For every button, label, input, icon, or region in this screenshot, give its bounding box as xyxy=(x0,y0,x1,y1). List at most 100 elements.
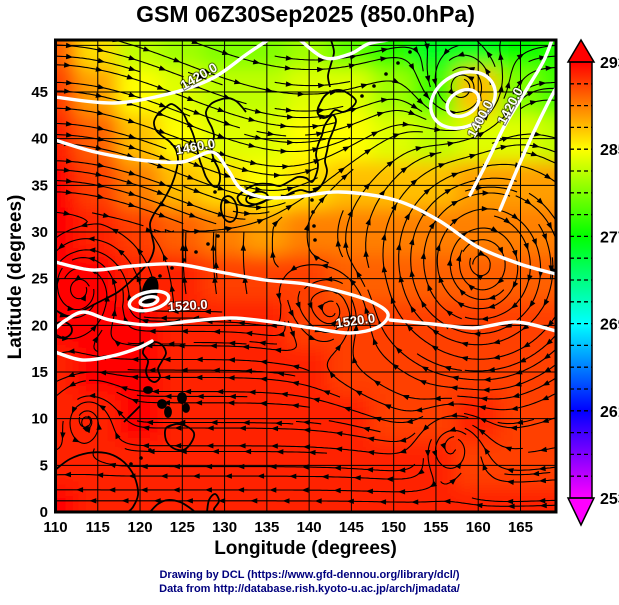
flow-arrow-icon xyxy=(410,305,417,313)
flow-arrow-icon xyxy=(111,277,118,285)
flow-arrow-icon xyxy=(422,91,430,99)
flow-arrow-icon xyxy=(128,202,136,208)
flow-arrow-icon xyxy=(95,145,103,151)
height-contour-1420 xyxy=(498,86,556,212)
flow-arrow-icon xyxy=(286,186,295,192)
flow-arrow-icon xyxy=(367,450,375,456)
flow-arrow-icon xyxy=(96,110,105,116)
flow-arrow-icon xyxy=(412,46,419,54)
flow-arrow-icon xyxy=(65,189,73,195)
flow-arrow-icon xyxy=(285,204,293,211)
flow-arrow-icon xyxy=(478,405,487,411)
flow-arrow-icon xyxy=(416,97,424,105)
flow-arrow-icon xyxy=(156,110,165,116)
flow-arrow-icon xyxy=(242,420,250,426)
flow-arrow-icon xyxy=(271,220,279,227)
flow-arrow-icon xyxy=(460,341,469,347)
flow-arrow-icon xyxy=(277,331,285,337)
y-tick-label: 40 xyxy=(31,131,48,148)
flow-arrow-icon xyxy=(65,105,73,112)
flow-arrow-icon xyxy=(274,420,282,426)
flow-arrow-icon xyxy=(256,205,264,211)
flow-arrow-icon xyxy=(274,172,281,178)
flow-arrow-icon xyxy=(195,374,203,381)
flow-arrow-icon xyxy=(217,185,225,191)
flow-arrow-icon xyxy=(415,146,423,152)
flow-arrow-icon xyxy=(487,303,496,309)
flow-arrow-icon xyxy=(415,407,423,413)
flow-arrow-icon xyxy=(259,376,267,382)
colorbar-upper-arrow-icon xyxy=(566,38,596,63)
flow-arrow-icon xyxy=(421,366,429,372)
flow-arrow-icon xyxy=(532,470,540,477)
flow-arrow-icon xyxy=(423,188,431,195)
flow-arrow-icon xyxy=(172,463,180,470)
flow-arrow-icon xyxy=(512,249,518,258)
flow-arrow-icon xyxy=(156,84,165,90)
island-mindoro xyxy=(143,386,153,394)
flow-arrow-icon xyxy=(399,437,407,443)
flow-arrow-icon xyxy=(163,374,171,381)
flow-arrow-icon xyxy=(373,380,381,387)
flow-arrow-icon xyxy=(492,354,501,360)
flow-arrow-icon xyxy=(410,179,418,186)
y-tick-label: 5 xyxy=(40,457,48,474)
flow-arrow-icon xyxy=(457,301,465,308)
flow-arrow-icon xyxy=(348,313,354,321)
coastline-borneo xyxy=(55,451,140,512)
flow-arrow-icon xyxy=(451,200,459,207)
flow-arrow-icon xyxy=(497,246,503,255)
flow-arrow-icon xyxy=(238,443,246,449)
flow-arrow-icon xyxy=(308,334,316,340)
flow-arrow-icon xyxy=(126,74,134,80)
flow-arrow-icon xyxy=(543,366,552,373)
flow-arrow-icon xyxy=(529,300,536,308)
flow-arrow-icon xyxy=(352,356,358,364)
flow-arrow-icon xyxy=(140,487,148,493)
coastline-sakhalin xyxy=(327,40,335,88)
flow-arrow-icon xyxy=(440,442,446,451)
flow-arrow-icon xyxy=(302,419,311,426)
flow-arrow-icon xyxy=(65,158,74,164)
flow-arrow-icon xyxy=(333,487,341,494)
flow-arrow-icon xyxy=(548,265,554,273)
flow-arrow-icon xyxy=(65,132,74,138)
flow-arrow-icon xyxy=(400,166,408,174)
flow-arrow-icon xyxy=(469,153,477,159)
flow-arrow-icon xyxy=(475,274,484,281)
flow-arrow-icon xyxy=(265,87,273,93)
flow-arrow-icon xyxy=(512,281,519,289)
flow-arrow-icon xyxy=(285,107,293,113)
flow-arrow-icon xyxy=(483,376,491,383)
height-contour-1400 xyxy=(445,87,481,119)
flow-arrow-icon xyxy=(96,422,102,431)
flow-arrow-icon xyxy=(467,284,475,291)
flow-arrow-icon xyxy=(146,419,154,426)
flow-arrow-icon xyxy=(241,166,250,173)
flow-arrow-icon xyxy=(497,277,505,284)
flow-arrow-icon xyxy=(65,80,74,86)
flow-arrow-icon xyxy=(131,356,139,363)
flow-arrow-icon xyxy=(164,393,172,400)
flow-arrow-icon xyxy=(456,254,462,262)
flow-arrow-icon xyxy=(312,397,320,403)
flow-arrow-icon xyxy=(541,395,549,401)
flow-arrow-icon xyxy=(282,164,290,170)
flow-arrow-icon xyxy=(363,249,369,257)
flow-arrow-icon xyxy=(64,471,71,478)
flow-arrow-icon xyxy=(240,243,246,251)
flow-arrow-icon xyxy=(71,406,78,414)
flow-arrow-icon xyxy=(510,405,518,411)
colorbar-lower-arrow-icon xyxy=(566,497,596,527)
flow-arrow-icon xyxy=(434,126,442,133)
flow-arrow-icon xyxy=(365,488,373,494)
flow-arrow-icon xyxy=(174,443,182,449)
flow-arrow-icon xyxy=(114,340,122,347)
flow-arrow-icon xyxy=(398,489,406,495)
x-tick-label: 115 xyxy=(86,519,110,536)
flow-arrow-icon xyxy=(541,233,547,241)
flow-arrow-icon xyxy=(218,498,226,504)
flow-arrow-icon xyxy=(355,390,363,396)
flow-arrow-icon xyxy=(194,228,202,235)
